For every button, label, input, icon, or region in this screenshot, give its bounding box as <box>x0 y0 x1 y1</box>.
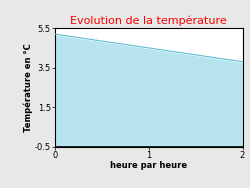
Y-axis label: Température en °C: Température en °C <box>24 43 33 132</box>
Title: Evolution de la température: Evolution de la température <box>70 16 227 26</box>
X-axis label: heure par heure: heure par heure <box>110 161 187 170</box>
